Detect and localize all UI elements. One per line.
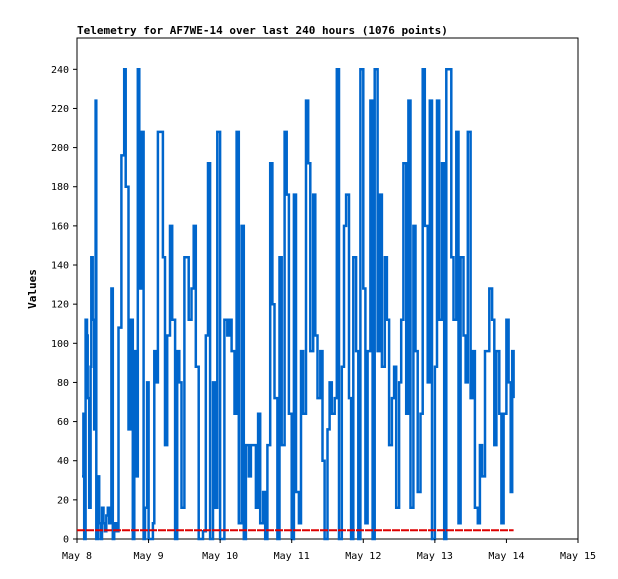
y-tick-label: 60 — [57, 417, 69, 428]
x-tick-label: May 14 — [488, 551, 524, 562]
telemetry-series-line — [82, 68, 515, 541]
y-tick-label: 120 — [51, 300, 69, 311]
y-tick-label: 140 — [51, 261, 69, 272]
x-tick-label: May 10 — [202, 551, 238, 562]
y-axis-label: Values — [26, 269, 39, 309]
y-tick-label: 200 — [51, 143, 69, 154]
y-tick-label: 220 — [51, 104, 69, 115]
y-tick-label: 40 — [57, 456, 69, 467]
x-tick-label: May 8 — [62, 551, 92, 562]
y-tick-label: 80 — [57, 378, 69, 389]
x-tick-label: May 11 — [274, 551, 310, 562]
y-tick-label: 20 — [57, 495, 69, 506]
y-axis: 0 20 40 60 80 100 120 140 160 180 200 220 240 — [51, 65, 77, 546]
x-tick-label: May 9 — [134, 551, 164, 562]
y-tick-label: 160 — [51, 221, 69, 232]
chart-title: Telemetry for AF7WE-14 over last 240 hou… — [77, 24, 448, 37]
y-tick-label: 100 — [51, 339, 69, 350]
x-tick-label: May 13 — [417, 551, 453, 562]
x-axis: May 8 May 9 May 10 May 11 May 12 May 13 May 14… — [62, 539, 596, 562]
series-layer — [77, 68, 515, 541]
y-tick-label: 0 — [63, 535, 69, 546]
x-tick-label: May 12 — [345, 551, 381, 562]
y-tick-label: 180 — [51, 182, 69, 193]
x-tick-label: May 15 — [560, 551, 596, 562]
y-tick-label: 240 — [51, 65, 69, 76]
